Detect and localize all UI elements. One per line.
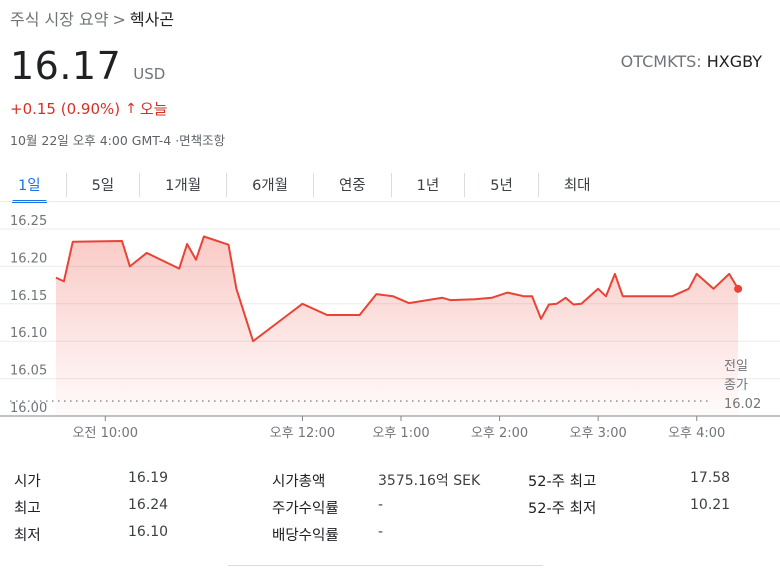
more-info-divider <box>228 565 543 569</box>
current-price: 16.17 <box>10 44 122 88</box>
stat-value: - <box>378 524 384 540</box>
tab-divider <box>464 172 466 197</box>
price-row: 16.17 USD <box>10 44 165 88</box>
price-area-fill <box>56 236 739 416</box>
stat-value: 16.19 <box>128 470 169 486</box>
range-tabs: 1일 5일 1개월 6개월 연중 1년 5년 최대 <box>8 170 601 203</box>
stat-value: 16.24 <box>128 497 169 513</box>
breadcrumb: 주식 시장 요약 > 헥사곤 <box>10 6 174 30</box>
symbol-label: HXGBY <box>706 52 762 71</box>
ticker-symbol: OTCMKTS: HXGBY <box>621 52 762 71</box>
tab-divider <box>226 172 228 197</box>
previous-close-text: 16.02 <box>724 397 761 412</box>
previous-close-text: 종가 <box>724 378 748 393</box>
tab-divider <box>65 172 67 197</box>
y-tick-label: 16.15 <box>10 289 47 304</box>
tab-max[interactable]: 최대 <box>563 178 591 194</box>
x-tick-label: 오후 1:00 <box>372 426 429 441</box>
breadcrumb-separator: > <box>112 10 126 29</box>
arrow-up-icon: ↑ <box>125 100 137 117</box>
y-tick-label: 16.25 <box>10 214 47 229</box>
currency-label: USD <box>133 65 166 83</box>
breadcrumb-current: 헥사곤 <box>129 10 175 29</box>
y-tick-label: 16.20 <box>10 251 47 266</box>
price-line <box>55 235 739 343</box>
breadcrumb-root[interactable]: 주식 시장 요약 <box>10 10 109 29</box>
tab-divider <box>312 172 314 197</box>
tabs-divider-line <box>0 201 780 202</box>
tab-1m[interactable]: 1개월 <box>165 178 202 194</box>
stat-label: 주가수익률 <box>272 501 339 517</box>
y-tick-label: 16.00 <box>10 401 47 416</box>
x-tick-label: 오후 3:00 <box>570 426 627 441</box>
stat-label: 시가 <box>14 474 41 490</box>
y-tick-label: 16.05 <box>10 364 47 379</box>
stat-value: 17.58 <box>690 470 731 486</box>
x-tick-label: 오후 4:00 <box>668 426 725 441</box>
price-change: +0.15 (0.90%) ↑ 오늘 <box>10 98 167 119</box>
last-price-dot <box>734 284 743 293</box>
change-period: 오늘 <box>139 100 168 118</box>
tab-5y[interactable]: 5년 <box>490 178 513 194</box>
y-tick-label: 16.10 <box>10 326 47 341</box>
tab-1d[interactable]: 1일 <box>8 170 51 203</box>
previous-close-text: 전일 <box>724 359 748 374</box>
tab-6m[interactable]: 6개월 <box>252 178 288 194</box>
tab-divider <box>390 172 392 197</box>
stat-value: - <box>378 497 384 513</box>
stat-label: 배당수익률 <box>272 528 339 544</box>
stat-label: 52-주 최고 <box>528 474 597 490</box>
exchange-label: OTCMKTS: <box>620 52 702 71</box>
x-tick-label: 오전 10:00 <box>73 426 139 441</box>
stat-label: 시가총액 <box>272 474 326 490</box>
stat-label: 52-주 최저 <box>528 501 597 517</box>
tab-divider <box>139 172 141 197</box>
stat-label: 최고 <box>14 501 41 517</box>
stat-value: 10.21 <box>690 497 731 513</box>
stat-value: 16.10 <box>128 524 169 540</box>
disclaimer-link[interactable]: ·면책조항 <box>175 133 226 148</box>
tab-1y[interactable]: 1년 <box>416 178 440 194</box>
x-tick-label: 오후 2:00 <box>471 426 528 441</box>
stat-value: 3575.16억 SEK <box>378 473 481 489</box>
tab-ytd[interactable]: 연중 <box>338 178 366 194</box>
quote-meta: 10월 22일 오후 4:00 GMT-4 ·면책조항 <box>10 130 225 149</box>
stat-label: 최저 <box>14 528 41 544</box>
change-value: +0.15 (0.90%) <box>10 99 121 118</box>
tab-divider <box>537 172 539 197</box>
x-tick-label: 오후 12:00 <box>270 426 336 441</box>
tab-5d[interactable]: 5일 <box>91 178 115 194</box>
quote-timestamp: 10월 22일 오후 4:00 GMT-4 <box>10 133 172 148</box>
